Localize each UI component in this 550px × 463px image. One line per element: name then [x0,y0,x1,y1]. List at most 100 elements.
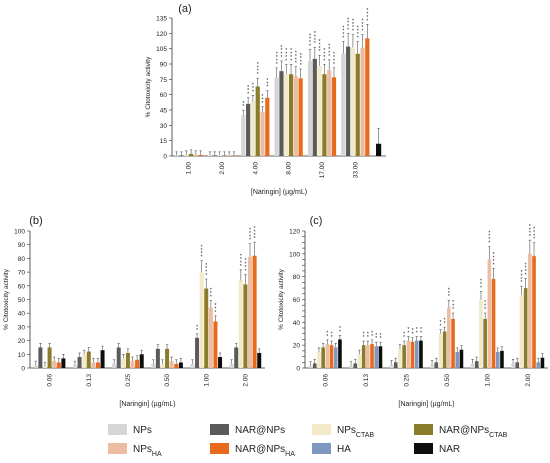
significance-star: * [205,266,207,272]
significance-star: * [520,270,522,276]
bar-npsctab [82,354,87,368]
significance-star: * [439,320,441,326]
significance-star: * [371,331,373,337]
significance-star: * [484,304,486,310]
bar-nar-at-npsctab [86,351,91,368]
significance-star: * [484,300,486,306]
bar-npsha [260,112,265,156]
bar-npsha [169,361,174,368]
bar-nar-at-npsctab [125,352,130,368]
bar-nar-at-npsctab [243,284,248,368]
significance-star: * [326,331,328,337]
bar-nar-at-npsctab [442,331,447,368]
bar-npsctab [357,354,362,368]
bar-npsctab [42,366,47,368]
bar-nar-at-npsctab [523,288,528,368]
significance-star: * [452,300,454,306]
y-tick-label: 100 [289,251,300,258]
significance-star: * [525,262,527,268]
y-tick-label: 135 [156,16,167,23]
x-axis-label: [Naringin] (µg/mL) [251,189,307,196]
bar-ha [455,352,460,368]
bar-nar-at-npsha [298,78,303,156]
significance-star: * [252,83,254,89]
significance-star: * [262,94,264,100]
bar-nps [207,155,213,156]
significance-star: * [319,42,321,48]
significance-star: * [309,37,311,43]
significance-star: * [262,101,264,107]
y-tick-label: 120 [289,229,300,236]
bar-nar [61,358,66,368]
significance-star: * [290,58,292,64]
bar-npsctab [238,280,243,368]
significance-star: * [444,321,446,327]
significance-star: * [266,85,268,91]
significance-star: * [323,58,325,64]
bar-nar-at-nps [515,362,520,368]
bar-nar-at-npsctab [165,348,170,368]
significance-star: * [201,244,203,250]
significance-star: * [309,44,311,50]
significance-star: * [525,269,527,275]
bar-nar-at-nps [212,155,217,156]
bar-npsctab [121,358,126,368]
bar-npsctab [250,101,256,156]
significance-star: * [254,236,256,242]
significance-star: * [366,15,368,21]
significance-star: * [323,48,325,54]
significance-star: * [488,230,490,236]
significance-star: * [520,277,522,283]
x-tick-label: 2.00 [219,162,226,175]
chart-panel-c: (c) 0 20 40 60 80 100 120 % Citotoxicity activit… [278,215,548,408]
bar-nar-at-npsha [329,345,334,368]
y-tick-label: 45 [160,108,168,115]
y-tick-label: 0 [296,366,300,373]
significance-star: * [533,230,535,236]
significance-star: * [328,44,330,50]
bar-nar [257,352,262,368]
bar-nar-at-npsha [174,363,179,368]
significance-star: * [295,54,297,60]
x-tick-label: 0.06 [47,374,54,387]
bar-nar-at-nps [234,347,239,368]
bar-npsha [130,361,135,368]
significance-star: * [352,29,354,35]
bar-npsha [52,361,57,368]
significance-star: * [352,25,354,31]
bar-nar-at-npsctab [355,53,360,156]
bar-nar-at-npsha [213,321,218,368]
significance-star: * [252,89,254,95]
bar-npsha [406,340,411,368]
significance-star: * [488,237,490,243]
y-tick-label: 60 [18,283,26,290]
significance-star: * [533,233,535,239]
bar-nps [430,364,434,368]
significance-star: * [247,88,249,94]
bar-npsha [327,70,332,156]
bar-nar [376,143,382,156]
bar-npsha [193,154,198,156]
significance-star: * [249,228,251,234]
significance-star: * [403,332,405,338]
significance-star: * [347,27,349,33]
significance-star: * [257,65,259,71]
significance-star: * [363,332,365,338]
significance-star: * [314,31,316,37]
significance-star: * [323,52,325,58]
bar-nps [511,363,515,368]
x-tick-label: 0.25 [403,374,410,387]
significance-star: * [375,336,377,342]
significance-star: * [493,262,495,268]
bar-nar-at-npsha [365,38,370,156]
significance-star: * [333,58,335,64]
significance-star: * [254,233,256,239]
bar-nps [112,363,117,368]
significance-star: * [480,282,482,288]
x-tick-label: 0.50 [164,374,171,387]
significance-star: * [247,92,249,98]
significance-star: * [314,38,316,44]
significance-star: * [295,61,297,67]
bar-npsctab [519,294,524,368]
bar-npsctab [479,299,483,368]
